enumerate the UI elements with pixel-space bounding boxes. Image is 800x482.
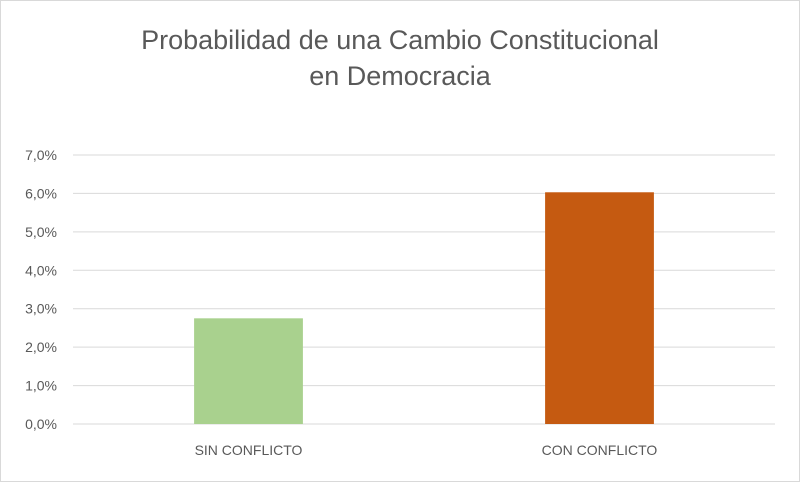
y-tick-label: 1,0% [25,378,57,394]
y-tick-label: 0,0% [25,416,57,432]
x-category-label: CON CONFLICTO [542,442,658,458]
bar-con-conflicto [545,192,654,424]
y-tick-label: 7,0% [25,147,57,163]
y-tick-label: 3,0% [25,301,57,317]
y-tick-label: 5,0% [25,224,57,240]
gridlines [73,154,775,425]
chart-title-line-2: en Democracia [309,61,491,91]
x-axis: SIN CONFLICTO CON CONFLICTO [195,442,658,458]
y-axis: 0,0% 1,0% 2,0% 3,0% 4,0% 5,0% 6,0% 7,0% [25,147,57,432]
x-category-label: SIN CONFLICTO [195,442,303,458]
bar-sin-conflicto [194,318,303,424]
y-tick-label: 2,0% [25,339,57,355]
chart-title: Probabilidad de una Cambio Constituciona… [0,22,800,94]
y-tick-label: 6,0% [25,185,57,201]
bars [194,192,654,424]
y-tick-label: 4,0% [25,262,57,278]
chart-title-line-1: Probabilidad de una Cambio Constituciona… [141,25,659,55]
